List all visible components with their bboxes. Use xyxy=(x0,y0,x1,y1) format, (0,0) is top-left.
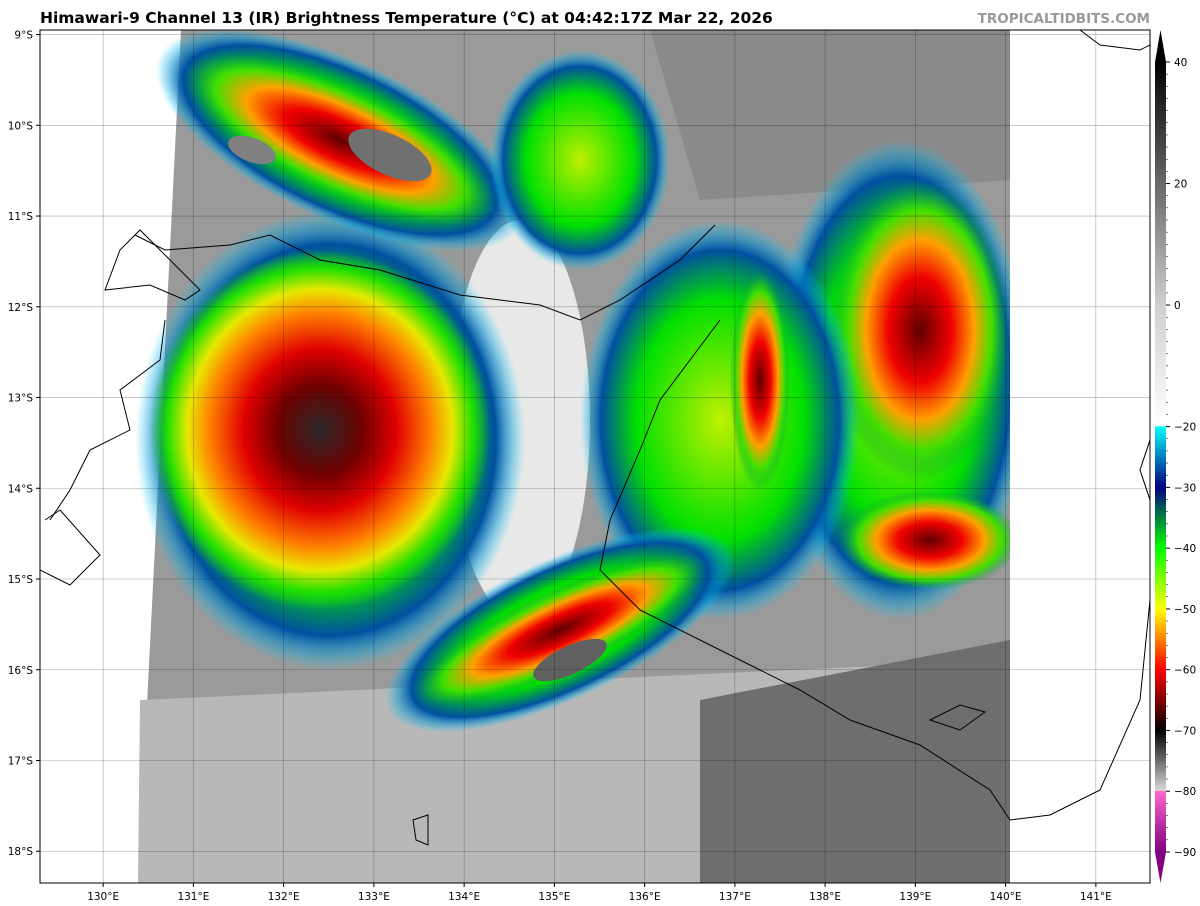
colorbar-tick-label: 20 xyxy=(1174,179,1187,191)
colorbar: 40 20 0 −20 −30 −40 −50 −60 −70 −80 −90 xyxy=(1155,30,1196,883)
lat-tick-label: 18°S xyxy=(8,846,34,858)
satellite-imagery xyxy=(135,30,1150,883)
lon-tick-label: 138°E xyxy=(809,891,841,903)
lon-tick-label: 140°E xyxy=(990,891,1022,903)
lon-tick-label: 137°E xyxy=(719,891,751,903)
colorbar-tick-label: −20 xyxy=(1174,422,1196,434)
lon-tick-label: 130°E xyxy=(87,891,119,903)
lat-tick-label: 14°S xyxy=(8,483,34,495)
lon-tick-label: 141°E xyxy=(1080,891,1112,903)
lon-tick-label: 133°E xyxy=(358,891,390,903)
colorbar-bar xyxy=(1155,62,1166,852)
colorbar-max-extend xyxy=(1155,30,1166,62)
lat-tick-label: 13°S xyxy=(8,393,34,405)
graticule xyxy=(40,30,1150,883)
map-title: Himawari-9 Channel 13 (IR) Brightness Te… xyxy=(40,9,773,27)
brand-watermark: TROPICALTIDBITS.COM xyxy=(977,11,1150,27)
colorbar-tick-label: −50 xyxy=(1174,604,1196,616)
lat-tick-label: 16°S xyxy=(8,665,34,677)
lat-tick-label: 17°S xyxy=(8,755,34,767)
lat-tick-label: 10°S xyxy=(8,120,34,132)
colorbar-tick-label: −90 xyxy=(1174,847,1196,859)
lat-tick-label: 9°S xyxy=(14,30,33,42)
lon-tick-label: 135°E xyxy=(538,891,570,903)
colorbar-tick-label: −80 xyxy=(1174,786,1196,798)
colorbar-tick-label: 0 xyxy=(1174,300,1181,312)
lon-tick-label: 132°E xyxy=(268,891,300,903)
lon-tick-label: 134°E xyxy=(448,891,480,903)
lon-tick-label: 131°E xyxy=(177,891,209,903)
colorbar-tick-label: −70 xyxy=(1174,725,1196,737)
coastlines xyxy=(40,30,1150,846)
colorbar-tick-label: 40 xyxy=(1174,57,1187,69)
plot-frame xyxy=(39,29,1151,884)
lat-tick-label: 15°S xyxy=(8,574,34,586)
colorbar-min-extend xyxy=(1155,852,1166,883)
lon-tick-label: 139°E xyxy=(899,891,931,903)
lon-tick-label: 136°E xyxy=(629,891,661,903)
lat-tick-label: 11°S xyxy=(8,211,34,223)
colorbar-tick-label: −40 xyxy=(1174,543,1196,555)
colorbar-tick-label: −30 xyxy=(1174,482,1196,494)
lat-tick-label: 12°S xyxy=(8,302,34,314)
colorbar-tick-label: −60 xyxy=(1174,665,1196,677)
